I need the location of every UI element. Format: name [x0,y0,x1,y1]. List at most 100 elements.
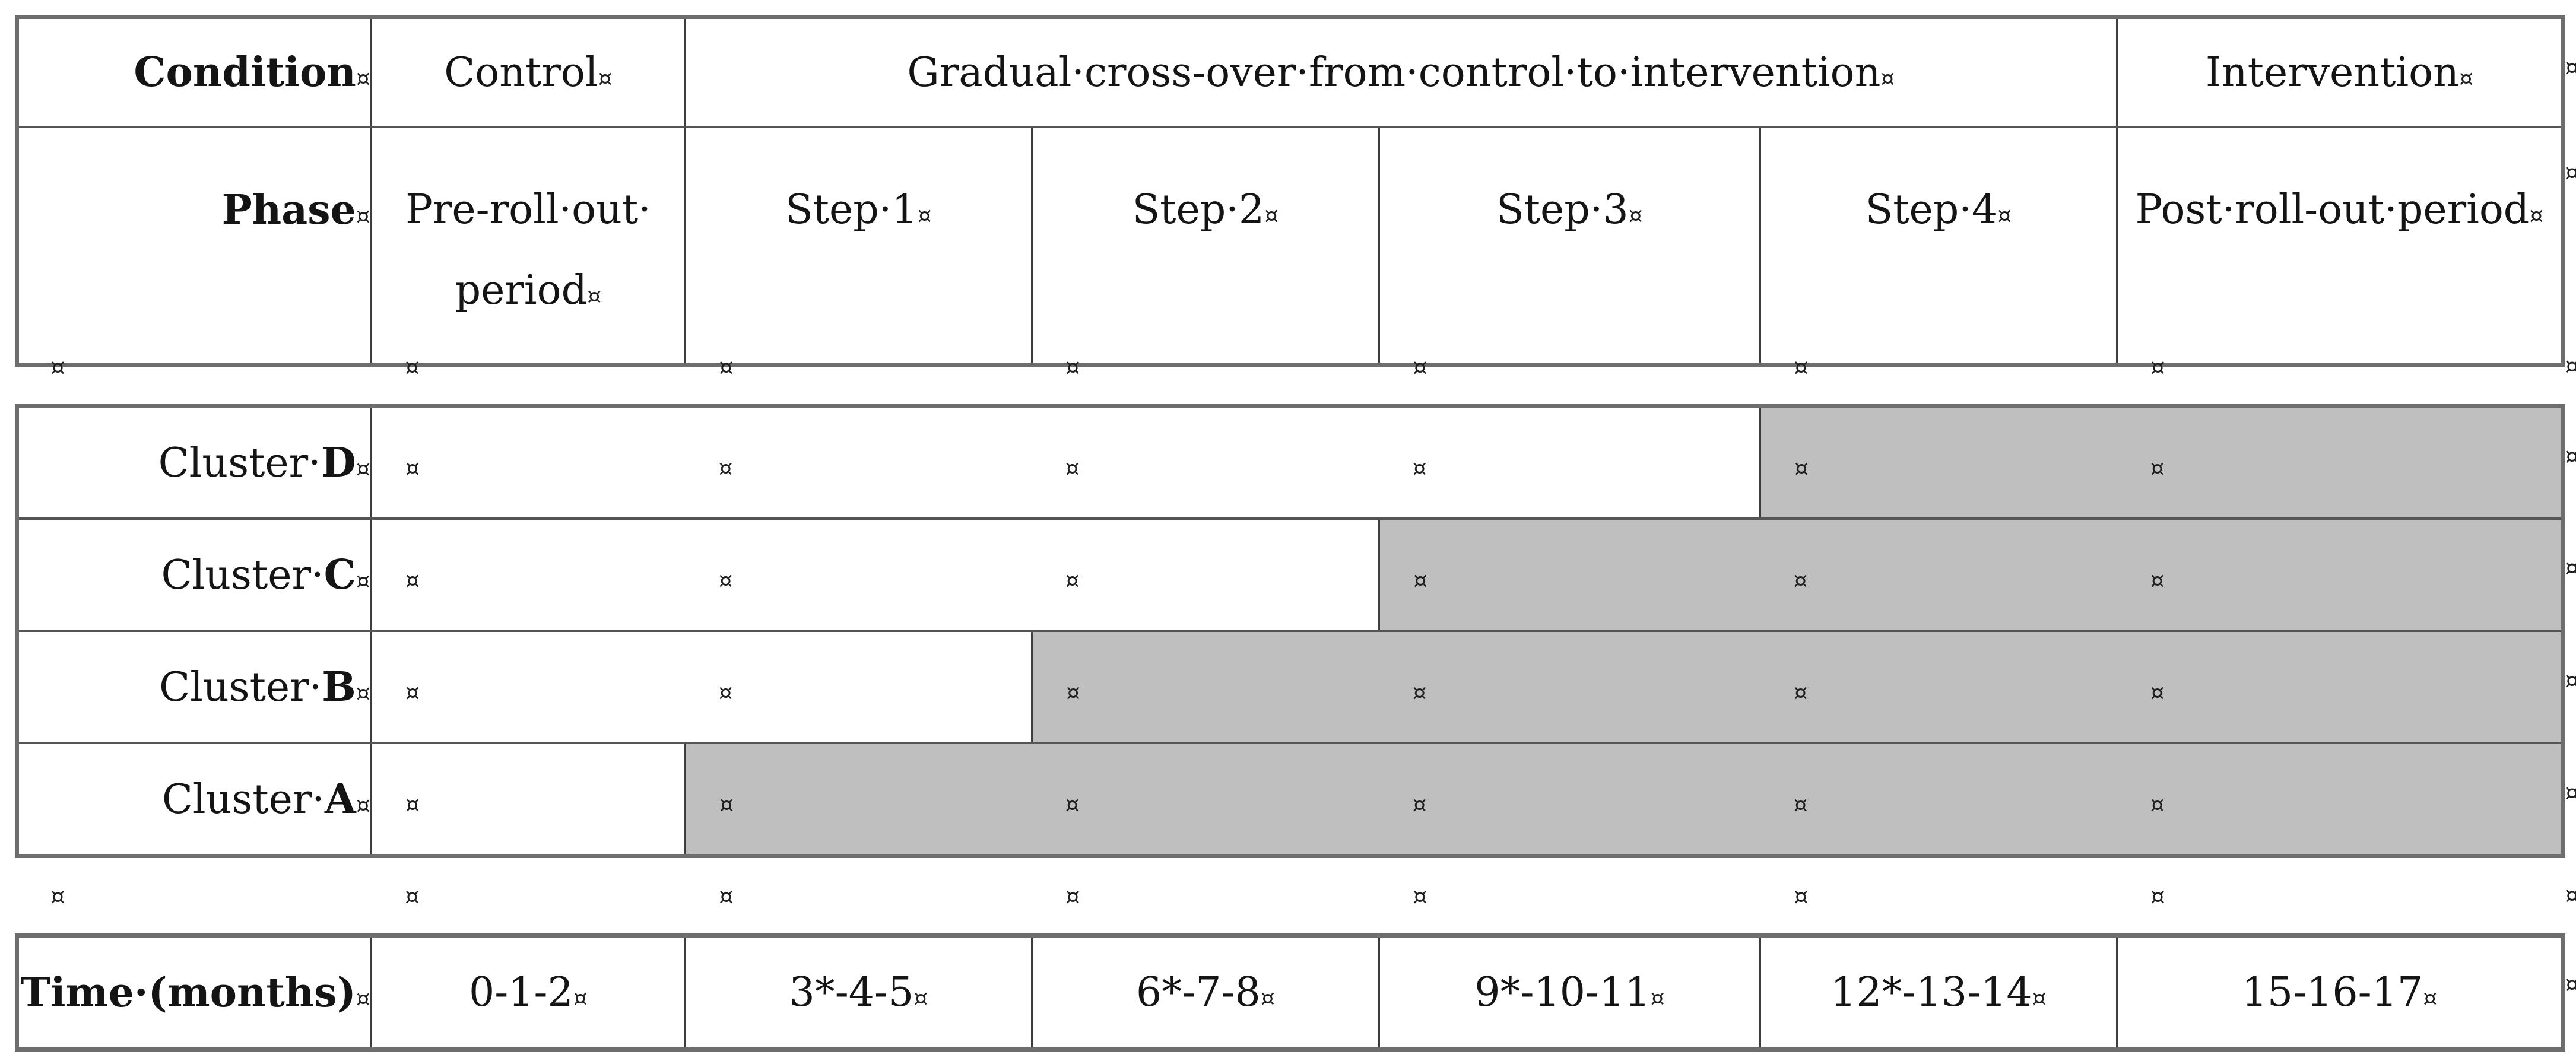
cluster-table-body: Cluster·D¤ ¤ ¤ ¤ ¤ ¤ ¤ Cluster·C¤ ¤ ¤ ¤ ¤ ¤ ¤ Cluster·… [16,404,2564,857]
time-cell-text: 15-16-17 [2241,969,2423,1016]
cell-end-marker: ¤ [2423,985,2438,1011]
control-label: Control [444,49,598,96]
cell-end-marker: ¤ [1793,679,1808,706]
cell-end-marker: ¤ [2529,202,2544,228]
phase-cell-text: Step·2 [1132,186,1265,233]
cluster-label-cell[interactable]: Cluster·C¤ [16,517,372,632]
cell-end-marker: ¤ [1997,202,2012,228]
cell-end-marker: ¤ [2150,354,2165,381]
condition-label: Condition [134,49,356,96]
cluster-cell-control[interactable]: ¤ [371,630,686,744]
phase-label: Phase [221,186,356,234]
cluster-label-text: Cluster· [158,439,321,487]
cluster-label-cell[interactable]: Cluster·D¤ [16,404,372,520]
cluster-cell-intervention[interactable]: ¤ [1759,404,2117,520]
time-cell-5[interactable]: 12*-13-14¤ [1759,934,2118,1051]
condition-label-cell[interactable]: Condition¤ [16,15,372,128]
row-end-marker: ¤ [2565,668,2576,694]
row-end-marker: ¤ [2565,780,2576,806]
phase-cell-text: Post·roll-out·period [2135,186,2530,233]
condition-row: Condition¤ Control¤ Gradual·cross-over·f… [16,15,2565,128]
time-label-cell[interactable]: Time·(months)¤ [16,934,372,1051]
cluster-cell-control[interactable]: ¤ [1379,404,1760,520]
intervention-label: Intervention [2205,49,2459,96]
phase-cell-4[interactable]: Step·3¤ [1378,126,1761,366]
cell-end-marker: ¤ [2150,884,2165,910]
cluster-label-cell[interactable]: Cluster·A¤ [16,742,372,857]
cluster-cell-intervention[interactable]: ¤ [1379,630,1760,744]
row-end-marker: ¤ [2565,55,2576,81]
phase-cell-3[interactable]: Step·2¤ [1031,126,1380,366]
cell-end-marker: ¤ [718,567,733,593]
cluster-cell-intervention[interactable]: ¤ [1760,630,2117,744]
cluster-cell-intervention[interactable]: ¤ [1760,742,2117,857]
cluster-letter: C [323,551,356,599]
cluster-cell-control[interactable]: ¤ [685,517,1032,632]
cluster-cell-intervention[interactable]: ¤ [2117,517,2564,632]
crossover-cell[interactable]: Gradual·cross-over·from·control·to·inter… [684,15,2118,128]
cell-end-marker: ¤ [50,884,65,910]
cell-end-marker: ¤ [587,283,602,309]
phase-cell-1[interactable]: Pre-roll·out· period¤ [370,126,686,366]
phase-cell-text: Pre-roll·out· period [405,186,651,314]
cluster-cell-intervention[interactable]: ¤ [1760,517,2117,632]
cell-end-marker: ¤ [2150,679,2165,706]
phase-cell-5[interactable]: Step·4¤ [1759,126,2118,366]
cell-end-marker: ¤ [1413,884,1427,910]
cell-end-marker: ¤ [405,884,420,910]
cluster-cell-intervention[interactable]: ¤ [1378,517,1760,632]
cluster-letter: D [321,439,356,487]
row-end-marker: ¤ [2565,882,2576,909]
cluster-cell-control[interactable]: ¤ [371,742,686,857]
cell-end-marker: ¤ [405,679,420,706]
time-cell-text: 12*-13-14 [1831,969,2032,1016]
cluster-letter: B [322,663,356,711]
phase-label-cell[interactable]: Phase¤ [16,126,372,366]
cell-end-marker: ¤ [598,65,613,91]
time-cell-1[interactable]: 0-1-2¤ [370,934,686,1051]
cell-end-marker: ¤ [1412,455,1427,481]
cell-end-marker: ¤ [356,567,370,594]
time-cell-3[interactable]: 6*-7-8¤ [1031,934,1380,1051]
phase-cell-2[interactable]: Step·1¤ [684,126,1033,366]
cluster-cell-control[interactable]: ¤ [1032,404,1379,520]
cell-end-marker: ¤ [356,679,370,706]
cell-end-marker: ¤ [356,455,370,482]
cell-end-marker: ¤ [356,985,370,1012]
control-cell[interactable]: Control¤ [370,15,686,128]
cluster-cell-intervention[interactable]: ¤ [1379,742,1760,857]
cluster-row-c: Cluster·C¤ ¤ ¤ ¤ ¤ ¤ ¤ [16,517,2564,632]
cluster-cell-intervention[interactable]: ¤ [2117,630,2564,744]
intervention-cell[interactable]: Intervention¤ [2116,15,2565,128]
cell-end-marker: ¤ [718,679,733,706]
design-header-table: Condition¤ Control¤ Gradual·cross-over·f… [15,15,2566,367]
time-cell-2[interactable]: 3*-4-5¤ [684,934,1033,1051]
cluster-cell-control[interactable]: ¤ [371,404,686,520]
cluster-cell-intervention[interactable]: ¤ [1032,742,1379,857]
cell-end-marker: ¤ [2150,792,2165,818]
cluster-cell-control[interactable]: ¤ [1032,517,1379,632]
cluster-cell-intervention[interactable]: ¤ [2117,742,2564,857]
cell-end-marker: ¤ [405,455,420,481]
cluster-cell-control[interactable]: ¤ [371,517,686,632]
cluster-cell-intervention[interactable]: ¤ [2117,404,2564,520]
cell-end-marker: ¤ [356,65,370,91]
cell-end-marker: ¤ [1412,792,1427,818]
cell-end-marker: ¤ [1793,792,1808,818]
phase-cell-6[interactable]: Post·roll-out·period¤ [2116,126,2565,366]
row-end-marker: ¤ [2565,443,2576,470]
cluster-label-cell[interactable]: Cluster·B¤ [16,630,372,744]
cell-end-marker: ¤ [718,455,733,481]
cluster-label-text: Cluster· [161,551,324,599]
cluster-cell-control[interactable]: ¤ [685,630,1032,744]
cluster-cell-intervention[interactable]: ¤ [684,742,1032,857]
time-cell-4[interactable]: 9*-10-11¤ [1378,934,1761,1051]
cluster-cell-intervention[interactable]: ¤ [1031,630,1379,744]
cluster-rollout-table: Cluster·D¤ ¤ ¤ ¤ ¤ ¤ ¤ Cluster·C¤ ¤ ¤ ¤ ¤ ¤ ¤ Cluster·… [15,404,2565,858]
cell-end-marker: ¤ [1065,567,1080,593]
cell-end-marker: ¤ [917,202,932,228]
phase-cell-text: Step·3 [1496,186,1629,233]
time-cell-text: 3*-4-5 [789,969,914,1016]
time-cell-6[interactable]: 15-16-17¤ [2116,934,2564,1051]
cluster-cell-control[interactable]: ¤ [685,404,1032,520]
